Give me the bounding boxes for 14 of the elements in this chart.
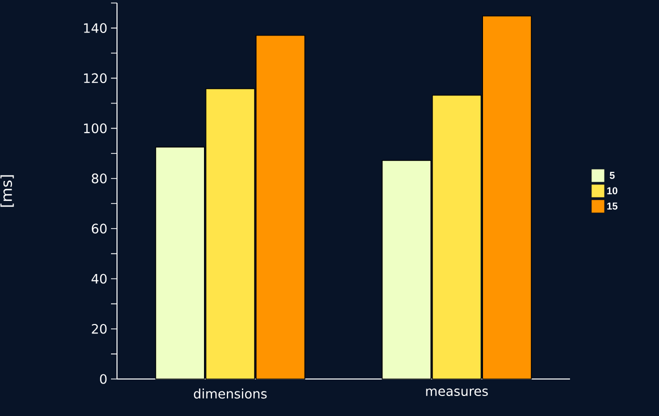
- y-tick-label: 60: [92, 224, 107, 234]
- legend-label: 10: [607, 187, 618, 194]
- y-tick-label: 80: [92, 174, 107, 184]
- legend-label: 5: [610, 172, 615, 179]
- y-tick-label: 0: [100, 374, 107, 384]
- y-tick-label: 140: [84, 23, 107, 33]
- x-tick-label: dimensions: [194, 388, 267, 399]
- y-tick-label: 100: [84, 123, 107, 134]
- y-axis-title: [ms]: [0, 175, 14, 207]
- y-tick-label: 120: [84, 73, 107, 84]
- y-tick-label: 40: [92, 274, 107, 284]
- legend-label: 15: [607, 202, 618, 210]
- y-tick-label: 20: [92, 324, 107, 334]
- x-tick-label: measures: [426, 388, 488, 396]
